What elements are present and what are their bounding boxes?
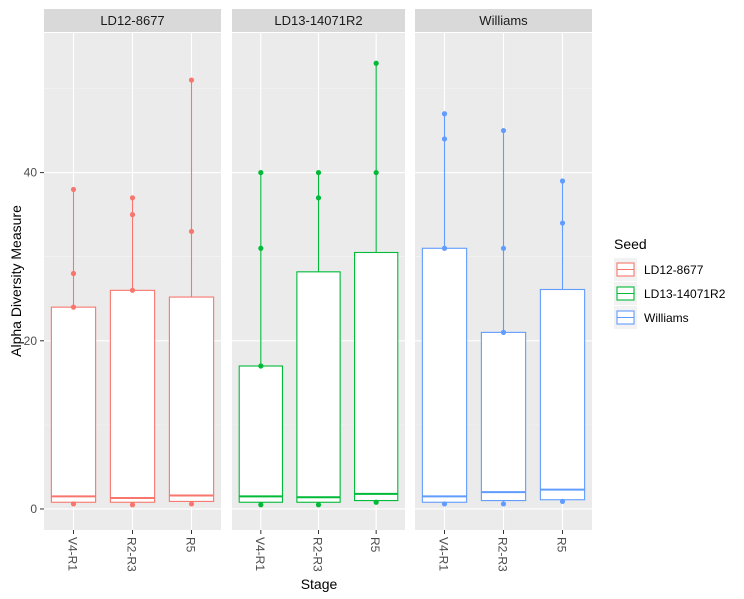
box-V4-R1 (238, 169, 284, 508)
y-axis: 0 20 40 (24, 166, 44, 516)
box-R2-R3 (296, 169, 341, 508)
outlier-point (315, 502, 322, 508)
outlier-point (129, 212, 136, 218)
outlier-point (188, 501, 195, 507)
facet-panels: LD12-8677 V4-R1 R2-R3 R5 LD13-14071R2 V4-R1 R2… (44, 9, 592, 572)
outlier-point (258, 169, 264, 176)
legend-item-0: LD12-8677 (614, 258, 704, 281)
box-body (50, 306, 97, 503)
outlier-point (258, 502, 264, 508)
box-R2-R3 (480, 127, 527, 507)
outlier-point (441, 501, 448, 507)
outlier-point (129, 195, 136, 201)
outlier-point (373, 169, 379, 176)
x-tick-label: V4-R1 (253, 537, 267, 571)
box-R5 (539, 178, 586, 505)
outlier-point (129, 287, 136, 293)
box-body (109, 289, 156, 503)
box-R2-R3 (109, 195, 156, 508)
outlier-point (500, 329, 507, 335)
outlier-point (188, 228, 195, 235)
legend-label: LD12-8677 (644, 263, 704, 277)
box-body (539, 288, 586, 501)
box-body (421, 247, 468, 503)
outlier-point (188, 77, 195, 83)
outlier-point (500, 501, 507, 507)
x-tick-label: R2-R3 (496, 537, 510, 572)
box-body (480, 331, 527, 502)
legend-item-1: LD13-14071R2 (614, 282, 726, 305)
outlier-point (315, 195, 322, 201)
box-body (296, 271, 341, 503)
x-tick-label: V4-R1 (437, 537, 451, 571)
outlier-point (500, 245, 507, 251)
x-axis-title: Stage (301, 576, 338, 592)
y-tick-label: 20 (24, 334, 38, 348)
facet-strip-label: LD13-14071R2 (274, 13, 362, 28)
outlier-point (373, 60, 379, 66)
outlier-point (441, 111, 448, 117)
x-tick-label: R2-R3 (125, 537, 139, 572)
outlier-point (70, 270, 77, 277)
outlier-point (559, 498, 566, 505)
box-R5 (168, 77, 215, 507)
legend-label: Williams (644, 311, 689, 325)
box-body (353, 251, 399, 502)
legend-title: Seed (614, 236, 647, 252)
outlier-point (70, 501, 77, 507)
outlier-point (70, 186, 77, 193)
outlier-point (441, 136, 448, 142)
y-axis-title: Alpha Diversity Measure (8, 205, 24, 357)
outlier-point (559, 178, 566, 184)
outlier-point (500, 127, 507, 134)
box-R5 (353, 60, 399, 505)
box-body (168, 296, 215, 502)
legend-item-2: Williams (614, 306, 689, 329)
outlier-point (70, 304, 77, 310)
outlier-point (315, 169, 322, 176)
legend: Seed LD12-8677 LD13-14071R2 Williams (614, 236, 726, 329)
facet-panel-0: LD12-8677 V4-R1 R2-R3 R5 (44, 9, 221, 572)
y-tick-label: 0 (30, 502, 37, 516)
outlier-point (559, 220, 566, 226)
facet-panel-1: LD13-14071R2 V4-R1 R2-R3 R5 (232, 9, 405, 572)
y-tick-label: 40 (24, 166, 38, 180)
outlier-point (441, 245, 448, 251)
facet-strip (415, 9, 592, 32)
box-V4-R1 (421, 111, 468, 507)
x-tick-label: R5 (368, 537, 382, 553)
facet-panel-2: Williams V4-R1 R2-R3 R5 (415, 9, 592, 572)
facet-strip (44, 9, 221, 32)
facet-strip-label: LD12-8677 (100, 13, 164, 28)
x-tick-label: R2-R3 (311, 537, 325, 572)
box-V4-R1 (50, 186, 97, 507)
legend-label: LD13-14071R2 (644, 287, 726, 301)
box-body (238, 365, 284, 503)
outlier-point (129, 502, 136, 508)
outlier-point (373, 499, 379, 505)
outlier-point (258, 245, 264, 251)
x-tick-label: R5 (184, 537, 198, 553)
facet-strip (232, 9, 405, 32)
x-tick-label: V4-R1 (66, 537, 80, 571)
x-tick-label: R5 (555, 537, 569, 553)
outlier-point (258, 363, 264, 369)
facet-strip-label: Williams (479, 13, 528, 28)
